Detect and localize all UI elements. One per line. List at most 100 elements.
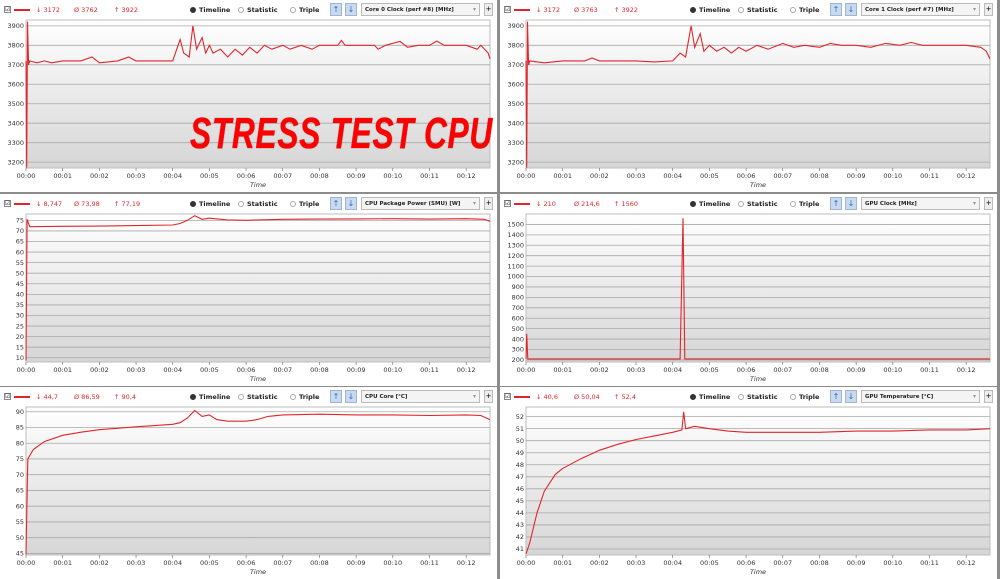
- x-tick-label: 00:08: [310, 366, 329, 374]
- scroll-up-button[interactable]: ↑: [830, 390, 842, 403]
- y-tick-label: 3800: [7, 42, 24, 50]
- line-chart: 10 15 20 25 30 35 40 45 50 55 60 65 70 75 00:00 00:01 00…: [16, 213, 491, 383]
- timeline-radio[interactable]: Timeline: [690, 6, 730, 14]
- y-tick-label: 900: [512, 283, 524, 291]
- x-tick-label: 00:09: [347, 559, 366, 567]
- timeline-radio[interactable]: Timeline: [690, 393, 730, 401]
- graph-panel: ☑ ↓ 44,7 Ø 86,59 ↑ 90,4 Timeline Statistic Tri…: [0, 387, 497, 579]
- series-line: [525, 21, 991, 168]
- x-tick-label: 00:05: [200, 172, 219, 180]
- x-tick-label: 00:12: [957, 366, 976, 374]
- x-tick-label: 00:05: [700, 559, 719, 567]
- statistic-radio[interactable]: Statistic: [238, 393, 278, 401]
- y-tick-label: 3200: [7, 158, 24, 166]
- x-tick-label: 00:06: [237, 172, 256, 180]
- graph-panel: ☑ ↓ 3172 Ø 3762 ↑ 3922 Timeline Statistic Trip…: [0, 0, 497, 192]
- x-tick-label: 00:08: [310, 172, 329, 180]
- triple-radio[interactable]: Triple: [790, 393, 819, 401]
- avg-value: Ø 86,59: [74, 393, 100, 401]
- series-line: [525, 411, 991, 554]
- y-tick-label: 800: [512, 294, 524, 302]
- y-tick-label: 3300: [7, 139, 24, 147]
- series-legend-line: [14, 396, 30, 398]
- add-graph-button[interactable]: +: [484, 3, 493, 16]
- y-tick-label: 45: [516, 497, 524, 505]
- statistic-radio[interactable]: Statistic: [738, 200, 778, 208]
- min-value: ↓ 40,6: [536, 393, 558, 401]
- y-tick-label: 3200: [507, 158, 524, 166]
- scroll-down-button[interactable]: ↓: [345, 3, 357, 16]
- triple-radio[interactable]: Triple: [290, 6, 319, 14]
- y-tick-label: 45: [16, 550, 24, 558]
- triple-radio[interactable]: Triple: [290, 200, 319, 208]
- scroll-up-button[interactable]: ↑: [330, 197, 342, 210]
- x-tick-label: 00:06: [237, 559, 256, 567]
- sensor-select-dropdown[interactable]: GPU Clock [MHz]: [861, 197, 980, 210]
- series-visible-checkbox[interactable]: ☑: [4, 393, 11, 400]
- series-visible-checkbox[interactable]: ☑: [4, 200, 11, 207]
- x-tick-label: 00:00: [17, 366, 36, 374]
- timeline-radio[interactable]: Timeline: [190, 6, 230, 14]
- scroll-down-button[interactable]: ↓: [845, 390, 857, 403]
- y-tick-label: 3400: [507, 119, 524, 127]
- scroll-up-button[interactable]: ↑: [330, 390, 342, 403]
- x-tick-label: 00:12: [957, 172, 976, 180]
- x-tick-label: 00:12: [957, 559, 976, 567]
- line-chart: 200 300 400 500 600 700 800 900 1000 1100 1200 1300…: [507, 213, 991, 383]
- statistic-radio[interactable]: Statistic: [238, 6, 278, 14]
- y-tick-label: 1100: [507, 262, 524, 270]
- add-graph-button[interactable]: +: [984, 3, 993, 16]
- scroll-up-button[interactable]: ↑: [830, 197, 842, 210]
- statistic-radio[interactable]: Statistic: [738, 393, 778, 401]
- add-graph-button[interactable]: +: [984, 197, 993, 210]
- y-tick-label: 200: [512, 356, 524, 364]
- triple-radio[interactable]: Triple: [290, 393, 319, 401]
- scroll-down-button[interactable]: ↓: [845, 197, 857, 210]
- graph-panel: ☑ ↓ 3172 Ø 3763 ↑ 3922 Timeline Statistic Trip…: [500, 0, 997, 192]
- add-graph-button[interactable]: +: [484, 197, 493, 210]
- statistic-radio[interactable]: Statistic: [738, 6, 778, 14]
- series-line: [25, 215, 491, 361]
- panel-header: ☑ ↓ 210 Ø 214,6 ↑ 1560 Timeline Statistic Trip…: [500, 194, 997, 214]
- scroll-down-button[interactable]: ↓: [845, 3, 857, 16]
- x-axis-label: Time: [250, 568, 266, 576]
- y-tick-label: 300: [512, 346, 524, 354]
- statistic-radio[interactable]: Statistic: [238, 200, 278, 208]
- y-tick-label: 50: [16, 269, 24, 277]
- y-tick-label: 1300: [507, 241, 524, 249]
- series-visible-checkbox[interactable]: ☑: [504, 200, 511, 207]
- x-tick-label: 00:09: [847, 366, 866, 374]
- x-tick-label: 00:01: [553, 559, 572, 567]
- sensor-select-dropdown[interactable]: Core 0 Clock (perf #8) [MHz]: [361, 3, 480, 16]
- scroll-down-button[interactable]: ↓: [345, 197, 357, 210]
- timeline-radio[interactable]: Timeline: [690, 200, 730, 208]
- sensor-select-dropdown[interactable]: GPU Temperature [°C]: [861, 390, 980, 403]
- panel-header: ☑ ↓ 8,747 Ø 73,98 ↑ 77,19 Timeline Statistic T…: [0, 194, 497, 214]
- y-tick-label: 48: [516, 461, 524, 469]
- sensor-select-dropdown[interactable]: CPU Core [°C]: [361, 390, 480, 403]
- series-visible-checkbox[interactable]: ☑: [4, 6, 11, 13]
- scroll-up-button[interactable]: ↑: [330, 3, 342, 16]
- x-tick-label: 00:03: [627, 172, 646, 180]
- scroll-down-button[interactable]: ↓: [345, 390, 357, 403]
- avg-value: Ø 73,98: [74, 200, 100, 208]
- triple-radio[interactable]: Triple: [790, 6, 819, 14]
- series-visible-checkbox[interactable]: ☑: [504, 6, 511, 13]
- scroll-up-button[interactable]: ↑: [830, 3, 842, 16]
- x-tick-label: 00:01: [553, 366, 572, 374]
- max-value: ↑ 3922: [614, 6, 639, 14]
- add-graph-button[interactable]: +: [484, 390, 493, 403]
- series-visible-checkbox[interactable]: ☑: [504, 393, 511, 400]
- y-tick-label: 75: [16, 217, 24, 225]
- sensor-select-dropdown[interactable]: Core 1 Clock (perf #7) [MHz]: [861, 3, 980, 16]
- triple-radio[interactable]: Triple: [790, 200, 819, 208]
- add-graph-button[interactable]: +: [984, 390, 993, 403]
- timeline-radio[interactable]: Timeline: [190, 200, 230, 208]
- x-axis-label: Time: [250, 181, 266, 189]
- y-tick-label: 500: [512, 325, 524, 333]
- timeline-radio[interactable]: Timeline: [190, 393, 230, 401]
- sensor-select-dropdown[interactable]: CPU Package Power (SMU) [W]: [361, 197, 480, 210]
- x-tick-label: 00:02: [590, 366, 609, 374]
- y-tick-label: 3700: [507, 61, 524, 69]
- x-tick-label: 00:00: [17, 172, 36, 180]
